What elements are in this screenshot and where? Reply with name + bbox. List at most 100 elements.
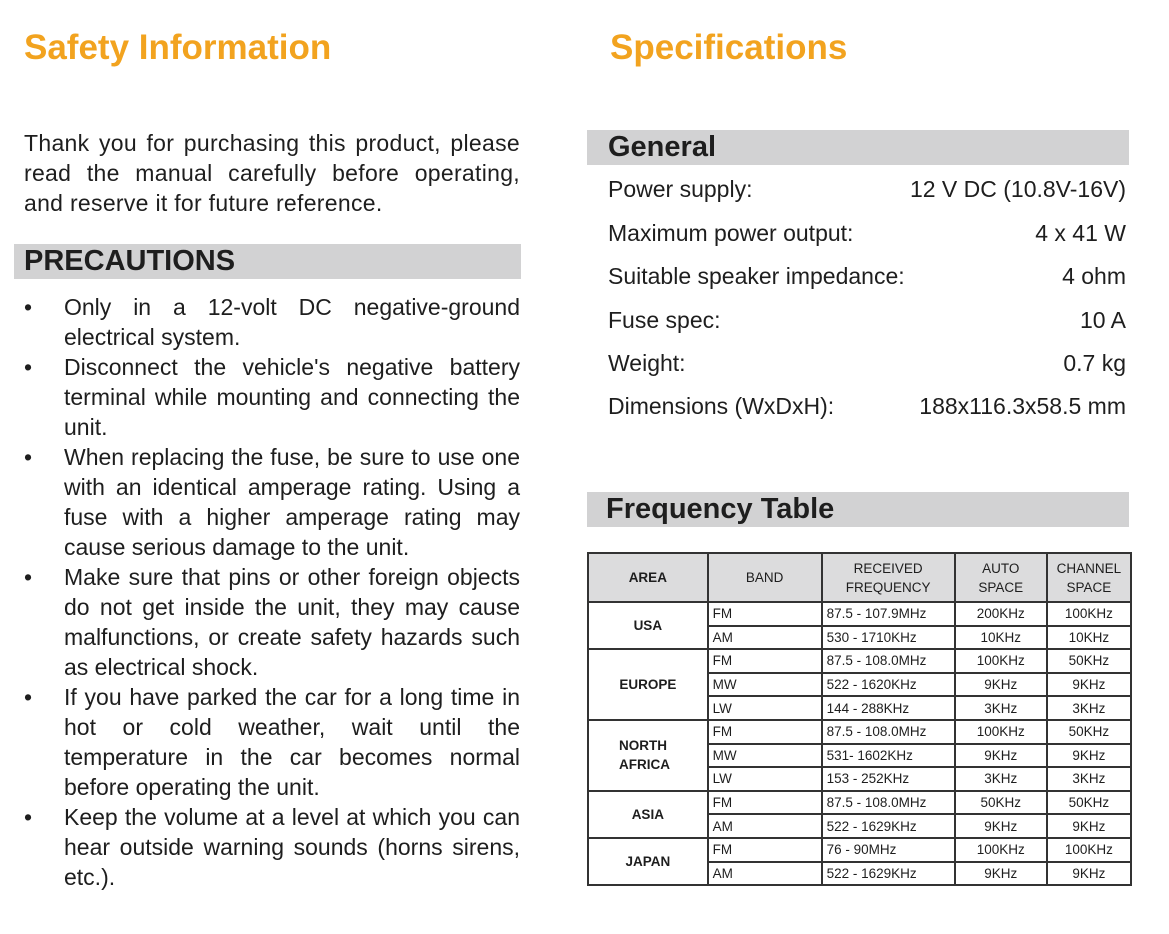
frequency-cell: 530 - 1710KHz — [820, 624, 956, 651]
spec-row: Dimensions (WxDxH): 188x116.3x58.5 mm — [608, 393, 1126, 420]
area-cell: NORTH AFRICA — [587, 718, 709, 792]
table-row: AM 530 - 1710KHz 10KHz 10KHz — [588, 624, 1133, 651]
auto-space-cell: 100KHz — [953, 648, 1048, 674]
frequency-table: AREA BAND RECEIVED FREQUENCY AUTO SPACE CHAN… — [587, 552, 1133, 887]
general-heading: General — [587, 130, 1129, 165]
list-item: Only in a 12-volt DC negative-ground ele… — [24, 292, 520, 352]
spec-value: 4 ohm — [1062, 263, 1126, 289]
auto-space-cell: 10KHz — [953, 624, 1048, 651]
table-row: MW 522 - 1620KHz 9KHz 9KHz — [588, 671, 1133, 698]
auto-space-cell: 100KHz — [953, 836, 1048, 863]
spec-row: Fuse spec: 10 A — [608, 307, 1126, 334]
table-row: LW 144 - 288KHz 3KHz 3KHz — [588, 695, 1133, 721]
area-cell: EUROPE — [587, 648, 709, 721]
column-header: BAND — [706, 552, 823, 603]
column-header: RECEIVED FREQUENCY — [820, 552, 956, 603]
spec-label: Power supply: — [608, 176, 753, 202]
band-cell: LW — [706, 766, 823, 792]
band-cell: AM — [706, 860, 823, 887]
list-item: Make sure that pins or other foreign obj… — [24, 562, 520, 682]
spec-value: 12 V DC (10.8V-16V) — [909, 176, 1126, 202]
channel-space-cell: 50KHz — [1045, 648, 1133, 674]
auto-space-cell: 100KHz — [953, 718, 1048, 745]
auto-space-cell: 9KHz — [953, 813, 1048, 839]
table-row: MW 531- 1602KHz 9KHz 9KHz — [588, 742, 1133, 769]
frequency-cell: 87.5 - 107.9MHz — [820, 601, 956, 627]
channel-space-cell: 3KHz — [1045, 695, 1133, 721]
auto-space-cell: 9KHz — [953, 860, 1048, 887]
band-cell: MW — [706, 671, 823, 698]
frequency-cell: 531- 1602KHz — [820, 742, 956, 769]
channel-space-cell: 50KHz — [1045, 789, 1133, 816]
frequency-cell: 144 - 288KHz — [820, 695, 956, 721]
band-cell: FM — [706, 789, 823, 816]
list-item: If you have parked the car for a long ti… — [24, 682, 520, 802]
spec-row: Power supply: 12 V DC (10.8V-16V) — [608, 176, 1126, 203]
table-row: USA FM 87.5 - 107.9MHz 200KHz 100KHz — [587, 600, 1133, 651]
channel-space-cell: 9KHz — [1045, 671, 1133, 698]
auto-space-cell: 3KHz — [953, 766, 1048, 792]
frequency-cell: 522 - 1629KHz — [820, 813, 956, 839]
list-item: Disconnect the vehicle's negative batter… — [24, 352, 520, 442]
auto-space-cell: 200KHz — [953, 601, 1048, 627]
column-header: CHANNEL SPACE — [1045, 552, 1133, 603]
spec-label: Weight: — [608, 350, 686, 376]
area-cell: USA — [587, 600, 709, 651]
channel-space-cell: 10KHz — [1045, 624, 1133, 651]
spec-label: Suitable speaker impedance: — [608, 263, 905, 289]
spec-row: Weight: 0.7 kg — [608, 350, 1126, 377]
channel-space-cell: 100KHz — [1045, 836, 1133, 863]
frequency-cell: 87.5 - 108.0MHz — [820, 789, 956, 816]
column-header: AREA — [587, 552, 709, 603]
spec-label: Fuse spec: — [608, 307, 721, 333]
band-cell: MW — [706, 742, 823, 769]
frequency-cell: 76 - 90MHz — [820, 836, 956, 863]
table-row: LW 153 - 252KHz 3KHz 3KHz — [588, 766, 1133, 792]
spec-label: Dimensions (WxDxH): — [608, 393, 835, 419]
spec-label: Maximum power output: — [608, 220, 854, 246]
table-row: JAPAN FM 76 - 90MHz 100KHz 100KHz — [587, 836, 1133, 887]
column-header: AUTO SPACE — [953, 552, 1048, 603]
frequency-cell: 153 - 252KHz — [820, 766, 956, 792]
band-cell: AM — [706, 624, 823, 651]
spec-value: 188x116.3x58.5 mm — [919, 393, 1126, 419]
spec-row: Suitable speaker impedance: 4 ohm — [608, 263, 1126, 290]
band-cell: LW — [706, 695, 823, 721]
channel-space-cell: 50KHz — [1045, 718, 1133, 745]
table-row: AM 522 - 1629KHz 9KHz 9KHz — [588, 813, 1133, 839]
spec-value: 0.7 kg — [1063, 350, 1126, 376]
table-row: NORTH AFRICA FM 87.5 - 108.0MHz 100KHz 50KHz — [587, 718, 1133, 792]
spec-value: 10 A — [1079, 307, 1126, 333]
spec-value: 4 x 41 W — [1035, 220, 1126, 246]
band-cell: AM — [706, 813, 823, 839]
table-row: ASIA FM 87.5 - 108.0MHz 50KHz 50KHz — [587, 789, 1133, 839]
frequency-cell: 522 - 1620KHz — [820, 671, 956, 698]
band-cell: FM — [706, 601, 823, 627]
channel-space-cell: 100KHz — [1045, 601, 1133, 627]
band-cell: FM — [706, 836, 823, 863]
channel-space-cell: 9KHz — [1045, 742, 1133, 769]
frequency-table-heading: Frequency Table — [587, 492, 1129, 527]
auto-space-cell: 9KHz — [953, 671, 1048, 698]
spec-row: Maximum power output: 4 x 41 W — [608, 220, 1126, 247]
precautions-list: Only in a 12-volt DC negative-ground ele… — [24, 292, 520, 892]
channel-space-cell: 3KHz — [1045, 766, 1133, 792]
table-row: EUROPE FM 87.5 - 108.0MHz 100KHz 50KHz — [587, 648, 1133, 721]
frequency-cell: 87.5 - 108.0MHz — [820, 648, 956, 674]
auto-space-cell: 9KHz — [953, 742, 1048, 769]
area-cell: ASIA — [587, 789, 709, 839]
precautions-heading: PRECAUTIONS — [14, 244, 521, 279]
band-cell: FM — [706, 648, 823, 674]
frequency-cell: 87.5 - 108.0MHz — [820, 718, 956, 745]
table-row: AM 522 - 1629KHz 9KHz 9KHz — [588, 860, 1133, 887]
area-cell: JAPAN — [587, 836, 709, 887]
channel-space-cell: 9KHz — [1045, 813, 1133, 839]
frequency-cell: 522 - 1629KHz — [820, 860, 956, 887]
safety-title: Safety Information — [24, 28, 332, 67]
auto-space-cell: 50KHz — [953, 789, 1048, 816]
list-item: When replacing the fuse, be sure to use … — [24, 442, 520, 562]
auto-space-cell: 3KHz — [953, 695, 1048, 721]
channel-space-cell: 9KHz — [1045, 860, 1133, 887]
list-item: Keep the volume at a level at which you … — [24, 802, 520, 892]
intro-text: Thank you for purchasing this product, p… — [24, 130, 520, 216]
